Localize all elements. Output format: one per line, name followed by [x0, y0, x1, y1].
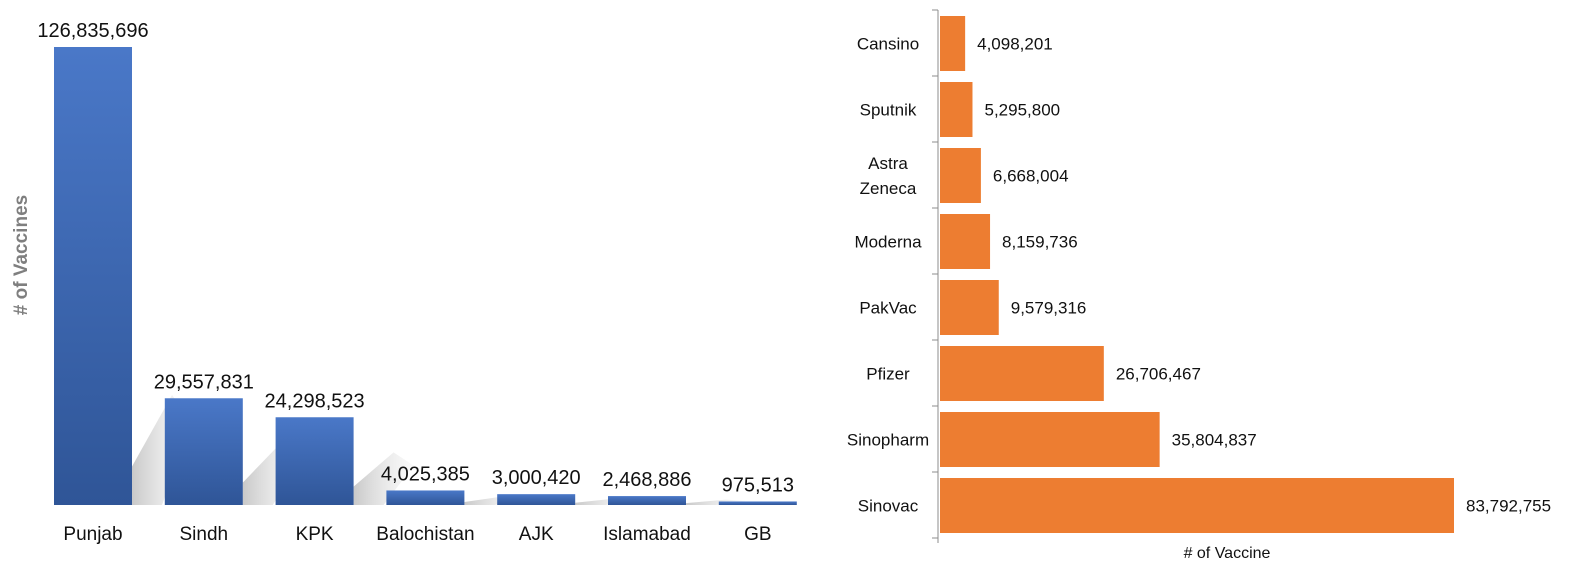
- data-label: 4,098,201: [977, 35, 1053, 54]
- category-label: KPK: [296, 524, 334, 545]
- left-value-labels: 126,835,696 29,557,831 24,298,523 4,025,385…: [37, 20, 794, 496]
- left-bars: [54, 47, 797, 505]
- category-label: Sindh: [179, 524, 228, 545]
- bar: [940, 16, 966, 71]
- bar: [940, 412, 1160, 467]
- left-category-labels: Punjab Sindh KPK Balochistan AJK Islamabad GB: [63, 524, 771, 545]
- right-axis-ticks: [932, 9, 938, 539]
- category-label: Zeneca: [860, 179, 917, 198]
- category-label: Sputnik: [860, 101, 917, 120]
- data-label: 24,298,523: [265, 390, 365, 412]
- data-label: 2,468,886: [603, 469, 692, 491]
- category-label: GB: [744, 524, 771, 545]
- province-vaccine-chart: # of Vaccines 126,835,696 29,557,831 24,29…: [11, 20, 797, 545]
- data-label: 4,025,385: [381, 463, 470, 485]
- bar: [164, 398, 243, 505]
- bar: [54, 47, 132, 505]
- right-x-axis-title: # of Vaccine: [1184, 545, 1271, 562]
- data-label: 8,159,736: [1002, 233, 1078, 252]
- data-label: 5,295,800: [984, 101, 1060, 120]
- bar: [940, 346, 1104, 401]
- category-label: Islamabad: [603, 524, 691, 545]
- data-label: 9,579,316: [1011, 299, 1087, 318]
- bar: [940, 148, 981, 203]
- data-label: 35,804,837: [1172, 431, 1257, 450]
- right-bars: [940, 16, 1454, 533]
- bar: [386, 490, 465, 505]
- bar: [940, 280, 999, 335]
- bar: [940, 478, 1454, 533]
- data-label: 83,792,755: [1466, 497, 1551, 516]
- category-label: Moderna: [854, 233, 922, 252]
- bar: [497, 494, 576, 505]
- category-label: Astra: [868, 154, 908, 173]
- bar-shadow: [353, 452, 414, 505]
- category-label: Balochistan: [376, 524, 474, 545]
- category-label: Punjab: [63, 524, 122, 545]
- data-label: 975,513: [722, 474, 794, 496]
- data-label: 3,000,420: [492, 467, 581, 489]
- right-category-labels: Cansino Sputnik Astra Zeneca Moderna PakVac Pf…: [847, 35, 929, 516]
- left-y-axis-title: # of Vaccines: [11, 195, 32, 315]
- vaccine-type-chart: 4,098,201 5,295,800 6,668,004 8,159,736 9,57…: [847, 9, 1551, 562]
- bar: [275, 417, 354, 505]
- data-label: 26,706,467: [1116, 365, 1201, 384]
- bar: [718, 501, 797, 505]
- category-label: Pfizer: [866, 365, 910, 384]
- category-label: AJK: [519, 524, 554, 545]
- bar: [940, 214, 991, 269]
- data-label: 29,557,831: [154, 371, 254, 393]
- right-value-labels: 4,098,201 5,295,800 6,668,004 8,159,736 9,57…: [977, 35, 1551, 516]
- bar: [608, 496, 686, 505]
- bar-shadow: [686, 499, 746, 505]
- category-label: PakVac: [859, 299, 917, 318]
- category-label: Sinovac: [858, 497, 919, 516]
- data-label: 6,668,004: [993, 167, 1069, 186]
- bar: [940, 82, 973, 137]
- data-label: 126,835,696: [37, 20, 148, 42]
- category-label: Cansino: [857, 35, 919, 54]
- category-label: Sinopharm: [847, 431, 929, 450]
